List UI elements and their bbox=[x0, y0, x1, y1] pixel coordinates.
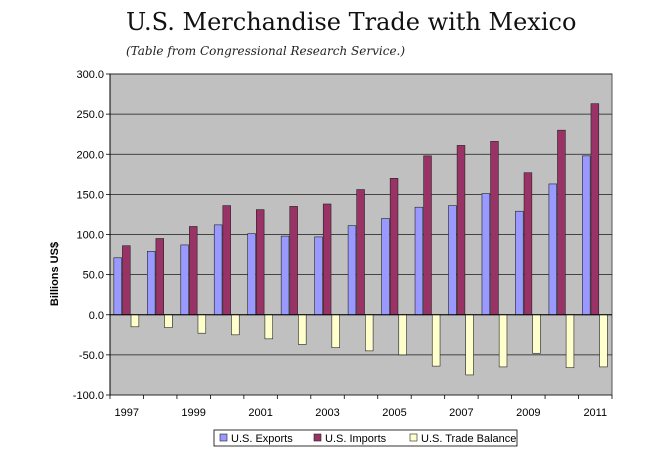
bar-u-s-exports-2005 bbox=[381, 218, 390, 316]
x-tick-label: 1999 bbox=[181, 407, 205, 419]
y-tick-label: 50.0 bbox=[83, 270, 104, 282]
x-tick-label: 2011 bbox=[583, 407, 607, 419]
legend-label: U.S. Imports bbox=[325, 433, 387, 445]
bar-u-s-imports-2000 bbox=[222, 205, 231, 316]
bar-u-s-trade-balance-2000 bbox=[231, 314, 240, 336]
bar-u-s-imports-2006 bbox=[423, 155, 432, 316]
bar-u-s-trade-balance-2007 bbox=[465, 314, 474, 376]
bar-u-s-imports-2004 bbox=[356, 189, 365, 316]
bar-u-s-imports-2001 bbox=[255, 209, 265, 316]
x-tick-label: 2003 bbox=[315, 407, 339, 419]
x-tick-label: 1997 bbox=[114, 407, 138, 419]
bar-u-s-imports-2003 bbox=[322, 203, 332, 316]
bar-u-s-exports-2001 bbox=[247, 233, 256, 316]
bar-u-s-exports-1997 bbox=[113, 257, 122, 316]
y-tick-label: 200.0 bbox=[76, 149, 104, 161]
bar-u-s-trade-balance-2006 bbox=[431, 314, 441, 367]
bar-u-s-exports-2003 bbox=[314, 236, 323, 316]
y-tick-label: 150.0 bbox=[76, 189, 104, 201]
bar-u-s-exports-2011 bbox=[582, 155, 591, 316]
x-tick-labels: 1997 1999 2001 2003 2005 2007 2009 2011 bbox=[114, 407, 607, 419]
legend-label: U.S. Exports bbox=[231, 433, 293, 445]
bar-u-s-exports-1999 bbox=[180, 244, 189, 316]
legend-box bbox=[213, 429, 518, 447]
legend-swatch bbox=[313, 433, 322, 442]
bar-u-s-trade-balance-2004 bbox=[364, 314, 374, 352]
bar-u-s-exports-2007 bbox=[448, 205, 457, 316]
x-tick-label: 2005 bbox=[382, 407, 406, 419]
legend-swatch bbox=[409, 433, 418, 442]
bar-u-s-exports-2006 bbox=[414, 206, 424, 316]
y-tick-label: 300.0 bbox=[76, 69, 104, 81]
bar-u-s-imports-1998 bbox=[155, 238, 164, 316]
bar-u-s-imports-2005 bbox=[389, 178, 399, 316]
bar-u-s-exports-2008 bbox=[481, 193, 491, 316]
x-tick-label: 2001 bbox=[248, 407, 272, 419]
bar-u-s-trade-balance-2010 bbox=[565, 314, 575, 369]
bar-u-s-imports-2002 bbox=[289, 206, 298, 316]
y-tick-label: 100.0 bbox=[76, 230, 104, 242]
bar-u-s-exports-2010 bbox=[548, 183, 558, 316]
bar-u-s-exports-1998 bbox=[147, 251, 156, 316]
y-axis-label: Billions US$ bbox=[49, 242, 61, 306]
chart-title: U.S. Merchandise Trade with Mexico bbox=[126, 8, 577, 36]
bar-u-s-imports-1999 bbox=[189, 226, 198, 316]
bar-u-s-exports-2000 bbox=[213, 224, 223, 316]
bar-u-s-trade-balance-2011 bbox=[599, 314, 608, 368]
bar-u-s-imports-2009 bbox=[523, 172, 533, 316]
bar-u-s-exports-2009 bbox=[515, 210, 524, 316]
bar-u-s-trade-balance-1997 bbox=[130, 314, 140, 328]
x-tick-label: 2009 bbox=[516, 407, 540, 419]
bar-u-s-trade-balance-2009 bbox=[532, 314, 541, 354]
legend-swatch bbox=[219, 433, 228, 442]
legend: U.S. Exports U.S. Imports U.S. Trade Balan… bbox=[213, 429, 518, 447]
y-tick-label: -100.0 bbox=[73, 390, 104, 402]
bar-u-s-imports-2007 bbox=[456, 145, 466, 316]
bar-u-s-trade-balance-2008 bbox=[498, 314, 508, 368]
bar-u-s-exports-2004 bbox=[347, 225, 357, 316]
bar-u-s-trade-balance-1998 bbox=[164, 314, 173, 328]
chart-subtitle: (Table from Congressional Research Servi… bbox=[126, 44, 406, 58]
bar-u-s-imports-2008 bbox=[490, 141, 499, 316]
bar-u-s-trade-balance-2005 bbox=[398, 314, 407, 356]
y-tick-labels: 300.0 250.0 200.0 150.0 100.0 50.0 0.0 -50.0 -10… bbox=[73, 69, 110, 402]
bar-u-s-imports-2010 bbox=[557, 129, 566, 316]
legend-label: U.S. Trade Balance bbox=[421, 433, 516, 445]
bar-u-s-imports-1997 bbox=[122, 245, 131, 316]
y-tick-label: -50.0 bbox=[79, 350, 104, 362]
bar-u-s-imports-2011 bbox=[590, 103, 600, 316]
bar-u-s-trade-balance-2003 bbox=[331, 314, 340, 348]
bar-u-s-trade-balance-2001 bbox=[264, 314, 273, 340]
y-tick-label: 0.0 bbox=[89, 310, 104, 322]
x-tick-label: 2007 bbox=[449, 407, 473, 419]
bar-u-s-trade-balance-1999 bbox=[197, 314, 207, 334]
bar-u-s-trade-balance-2002 bbox=[298, 314, 307, 345]
bar-u-s-exports-2002 bbox=[280, 235, 290, 316]
y-tick-label: 250.0 bbox=[76, 109, 104, 121]
